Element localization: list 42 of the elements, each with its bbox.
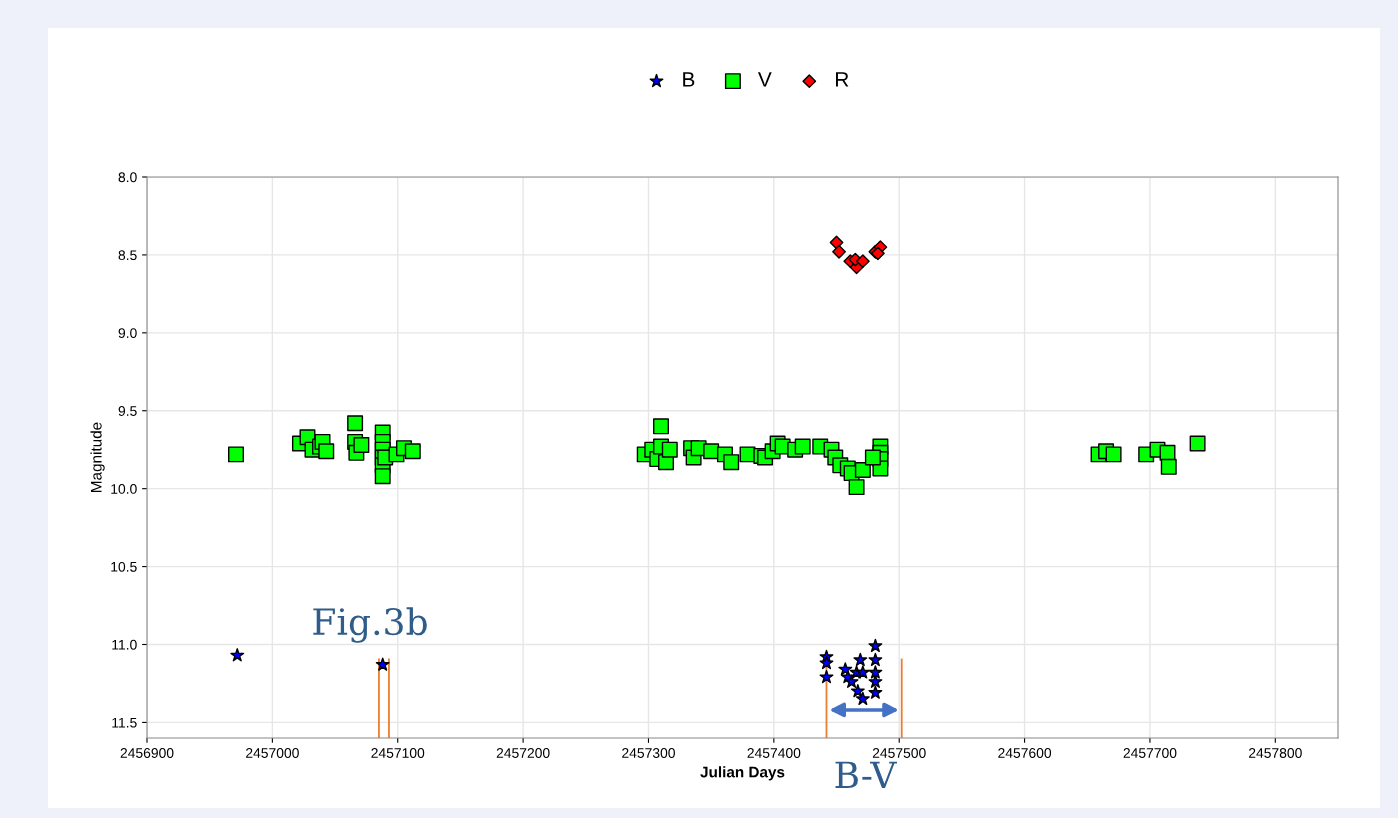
point — [844, 674, 859, 688]
y-tick-label: 8.0 — [118, 172, 137, 183]
legend-label: B — [683, 72, 695, 87]
y-tick-label: 10.5 — [111, 561, 137, 572]
y-tick-label: 11.0 — [112, 639, 137, 650]
point — [855, 254, 870, 269]
y-tick-label: 9.0 — [118, 328, 137, 338]
x-tick-label: 2457300 — [622, 748, 675, 758]
point — [855, 691, 870, 706]
y-tick-label: 8.5 — [118, 250, 137, 261]
point — [230, 648, 245, 662]
text: B-V — [835, 761, 897, 788]
x-tick-label: 2456900 — [120, 748, 174, 758]
point — [819, 669, 834, 684]
x-tick-label: 2457000 — [246, 748, 299, 758]
point — [832, 244, 846, 259]
legend-label: V — [757, 72, 772, 87]
point — [853, 652, 868, 667]
x-tick-label: 2457700 — [1123, 748, 1177, 758]
point — [850, 683, 865, 698]
x-tick-label: 2457200 — [496, 748, 550, 758]
y-axis-title: Magnitude — [90, 422, 105, 492]
point — [868, 652, 883, 667]
x-tick-label: 2457100 — [371, 748, 425, 758]
legend-label: R — [836, 72, 849, 87]
x-axis-title: Julian Days — [700, 766, 785, 781]
y-tick-label: 9.5 — [118, 406, 137, 416]
y-tick-label: 10.0 — [111, 484, 137, 494]
y-tick-label: 11.5 — [112, 717, 137, 728]
point — [868, 674, 883, 688]
x-tick-label: 2457800 — [1248, 748, 1302, 758]
point — [868, 685, 883, 699]
point — [868, 638, 883, 653]
x-tick-label: 2457600 — [998, 748, 1052, 758]
annotation: Fig.3b — [313, 607, 427, 643]
point — [829, 235, 844, 250]
point — [868, 665, 883, 679]
point — [855, 665, 870, 679]
x-tick-label: 2457400 — [747, 748, 801, 758]
x-tick-label: 2457500 — [872, 748, 926, 758]
point — [375, 657, 390, 671]
point — [819, 655, 834, 670]
